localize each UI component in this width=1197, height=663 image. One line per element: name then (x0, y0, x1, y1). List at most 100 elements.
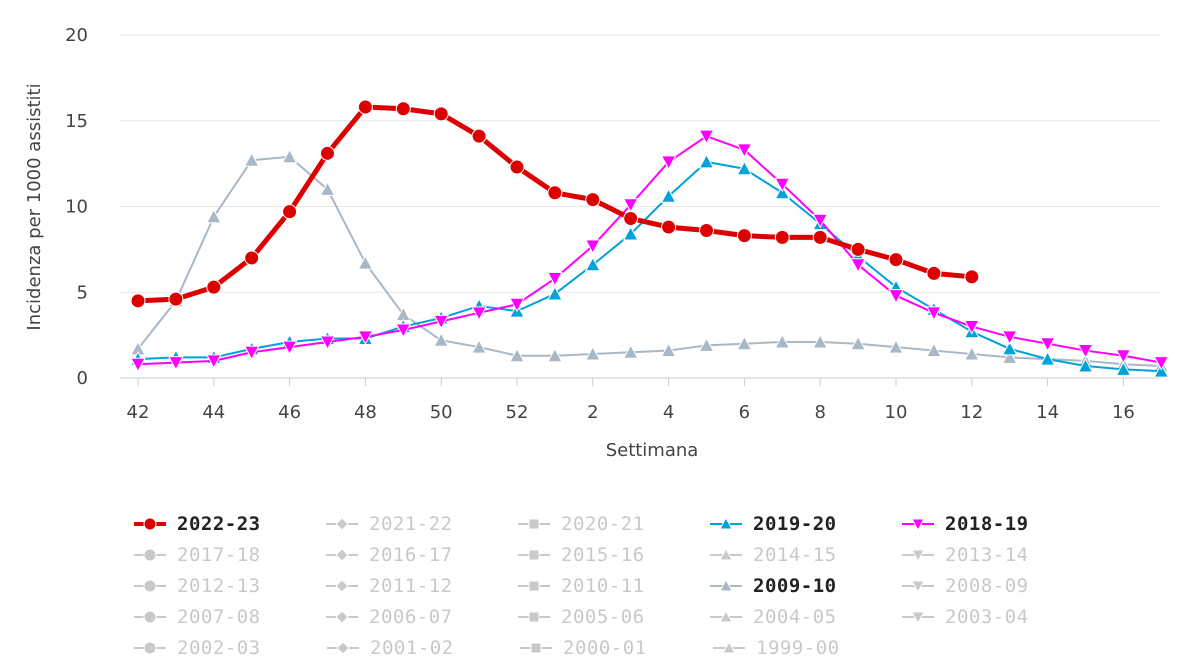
diamond-icon (326, 516, 358, 531)
legend-item-2002-03[interactable]: 2002-03 (132, 637, 325, 659)
data-point (1115, 349, 1132, 364)
legend-label: 2005-06 (561, 605, 645, 628)
data-point (584, 256, 601, 272)
data-point (509, 297, 525, 313)
legend-marker (719, 609, 733, 622)
legend-item-2005-06[interactable]: 2005-06 (516, 606, 708, 628)
data-point (888, 339, 904, 354)
data-point (660, 342, 677, 358)
x-tick-label: 50 (430, 402, 453, 423)
legend-item-2013-14[interactable]: 2013-14 (900, 544, 1092, 566)
data-point (964, 269, 980, 285)
data-point (319, 335, 336, 351)
legend-row: 2002-03 2001-02 2000-01 1999-00 (132, 632, 1092, 663)
data-point (320, 145, 335, 161)
legend-row: 2007-08 2006-07 2005-06 2004-05 2003-04 (132, 601, 1092, 632)
x-tick-label: 2 (587, 402, 598, 423)
data-point (661, 219, 677, 235)
legend-label: 2020-21 (561, 512, 645, 535)
legend-item-2006-07[interactable]: 2006-07 (324, 606, 516, 628)
data-point (736, 143, 753, 158)
data-point (1039, 337, 1056, 352)
legend-marker (911, 580, 925, 593)
data-point (433, 314, 450, 330)
x-tick-label: 48 (354, 402, 377, 423)
data-point (1153, 356, 1170, 371)
legend-item-2021-22[interactable]: 2021-22 (324, 513, 516, 535)
legend-marker (528, 611, 540, 622)
series-2018-19[interactable] (130, 129, 1170, 373)
legend-item-2019-20[interactable]: 2019-20 (708, 513, 900, 535)
diamond-icon (326, 547, 358, 562)
x-tick-label: 16 (1112, 402, 1135, 423)
legend-label: 2006-07 (369, 605, 453, 628)
legend-label: 2018-19 (945, 512, 1029, 535)
data-point (130, 357, 146, 373)
legend-item-2015-16[interactable]: 2015-16 (516, 544, 708, 566)
data-point (547, 185, 563, 201)
data-point (471, 128, 487, 144)
legend-item-2000-01[interactable]: 2000-01 (518, 637, 711, 659)
data-point (282, 204, 298, 220)
series-2022-23[interactable] (130, 99, 980, 309)
data-point (926, 265, 942, 281)
legend-item-2022-23[interactable]: 2022-23 (132, 513, 324, 535)
legend-row: 2012-13 2011-12 2010-11 2009-10 2008-09 (132, 570, 1092, 601)
data-point (850, 241, 866, 257)
data-point (774, 184, 791, 200)
triangle-icon (710, 578, 742, 591)
data-point (471, 306, 487, 321)
legend-marker (143, 641, 157, 654)
legend-marker (335, 547, 349, 562)
diamond-icon (326, 578, 358, 593)
data-point (812, 229, 828, 245)
legend-item-2010-11[interactable]: 2010-11 (516, 575, 708, 597)
legend-item-2011-12[interactable]: 2011-12 (324, 575, 516, 597)
legend-marker (143, 517, 157, 530)
legend-marker (335, 578, 349, 593)
x-tick-label: 6 (739, 402, 750, 423)
x-tick-label: 4 (663, 402, 674, 423)
legend-item-2018-19[interactable]: 2018-19 (900, 513, 1092, 535)
y-axis-title: Incidenza per 1000 assistiti (24, 83, 45, 330)
x-tick-label: 12 (960, 402, 983, 423)
legend-item-2004-05[interactable]: 2004-05 (708, 606, 900, 628)
legend-row: 2022-23 2021-22 2020-21 2019-20 2018-19 (132, 508, 1092, 539)
legend-item-2007-08[interactable]: 2007-08 (132, 606, 324, 628)
square-icon (518, 518, 550, 529)
legend-item-2001-02[interactable]: 2001-02 (325, 637, 518, 659)
legend: 2022-23 2021-22 2020-21 2019-20 2018-19 2017-… (132, 508, 1092, 663)
data-point (395, 101, 411, 117)
data-point (433, 106, 449, 122)
legend-label: 2002-03 (177, 636, 261, 659)
x-tick-label: 52 (506, 402, 529, 423)
legend-item-2014-15[interactable]: 2014-15 (708, 544, 900, 566)
triangle-icon (713, 640, 745, 653)
legend-item-2003-04[interactable]: 2003-04 (900, 606, 1092, 628)
legend-item-1999-00[interactable]: 1999-00 (711, 637, 904, 659)
data-point (1001, 330, 1018, 345)
circle-icon (134, 610, 166, 623)
legend-label: 2000-01 (563, 636, 647, 659)
x-axis-ticks: 42 44 46 48 50 52 2 4 6 8 10 12 14 16 (127, 378, 1135, 423)
legend-marker (722, 640, 736, 653)
legend-item-2009-10[interactable]: 2009-10 (708, 575, 900, 597)
legend-item-2020-21[interactable]: 2020-21 (516, 513, 708, 535)
legend-item-2008-09[interactable]: 2008-09 (900, 575, 1092, 597)
legend-item-2016-17[interactable]: 2016-17 (324, 544, 516, 566)
data-point (205, 208, 222, 224)
legend-item-2017-18[interactable]: 2017-18 (132, 544, 324, 566)
triangle-icon (710, 547, 742, 560)
data-point (395, 323, 412, 339)
data-point (168, 291, 184, 307)
legend-label: 2021-22 (369, 512, 453, 535)
legend-item-2012-13[interactable]: 2012-13 (132, 575, 324, 597)
data-point (736, 228, 752, 244)
legend-label: 2003-04 (945, 605, 1029, 628)
data-point (1115, 361, 1132, 376)
triangle-down-icon (902, 518, 934, 531)
data-point (812, 213, 829, 229)
legend-marker (143, 610, 157, 623)
legend-marker (911, 549, 925, 562)
legend-label: 2014-15 (753, 543, 837, 566)
